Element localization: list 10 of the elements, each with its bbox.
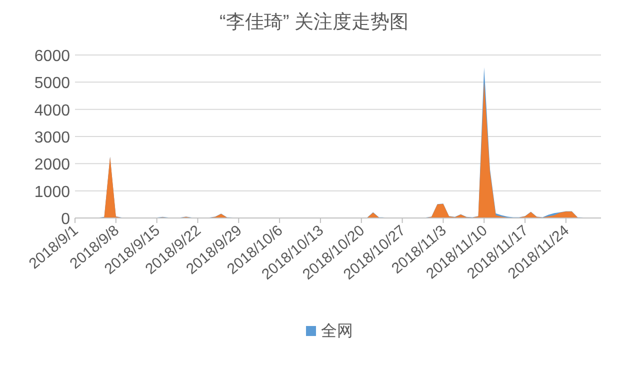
legend-item: 全网 [306,323,353,340]
y-tick-label: 5000 [34,75,70,92]
chart-title: “李佳琦” 关注度走势图 [220,11,408,33]
legend-label: 全网 [321,323,353,340]
y-tick-label: 1000 [34,184,70,201]
y-tick-label: 4000 [34,102,70,120]
y-tick-label: 2000 [34,156,70,174]
y-tick-label: 3000 [34,130,70,146]
y-tick-label: 6000 [34,48,70,65]
y-tick-label: 0 [61,211,70,228]
